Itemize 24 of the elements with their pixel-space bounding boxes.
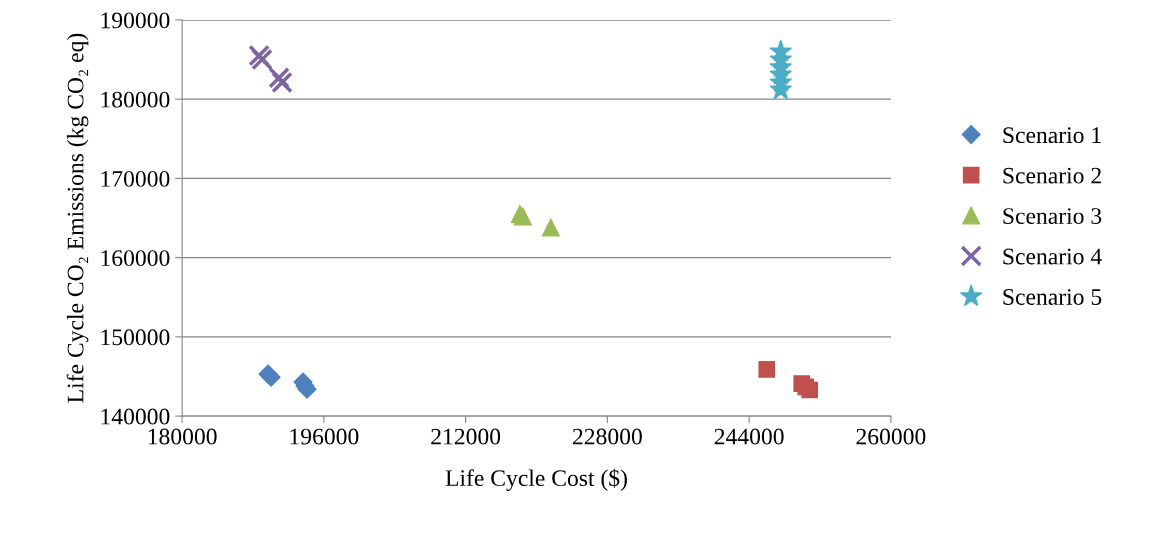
x-tick-label: 260000	[856, 428, 926, 445]
y-tick-label: 170000	[101, 170, 170, 187]
legend-label: Scenario 4	[1003, 248, 1102, 265]
legend-label: Scenario 2	[1003, 167, 1101, 184]
x-tick-label: 180000	[148, 428, 217, 445]
y-tick-label: 160000	[101, 250, 170, 267]
y-tick-label: 140000	[101, 408, 170, 425]
point	[801, 381, 819, 399]
x-tick-label: 212000	[431, 428, 501, 445]
x-axis-title: Life Cycle Cost ($)	[445, 468, 627, 491]
x-tick-label: 244000	[714, 428, 784, 445]
point	[268, 67, 290, 89]
y-tick-label: 190000	[101, 12, 170, 29]
point	[758, 361, 776, 378]
point	[271, 71, 293, 94]
x-tick-label: 196000	[290, 428, 359, 445]
x-tick-label: 228000	[573, 428, 642, 445]
legend-label: Scenario 1	[1003, 127, 1101, 144]
y-tick-label: 150000	[101, 329, 170, 346]
legend-label: Scenario 5	[1003, 289, 1102, 305]
y-axis-title: Life Cycle CO₂ Emissions (kg CO₂ eq)	[66, 33, 89, 403]
legend-label: Scenario 3	[1003, 208, 1102, 225]
point	[541, 218, 560, 237]
y-tick-label: 180000	[101, 91, 170, 108]
